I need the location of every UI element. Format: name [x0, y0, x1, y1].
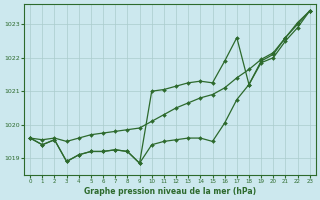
- X-axis label: Graphe pression niveau de la mer (hPa): Graphe pression niveau de la mer (hPa): [84, 187, 256, 196]
